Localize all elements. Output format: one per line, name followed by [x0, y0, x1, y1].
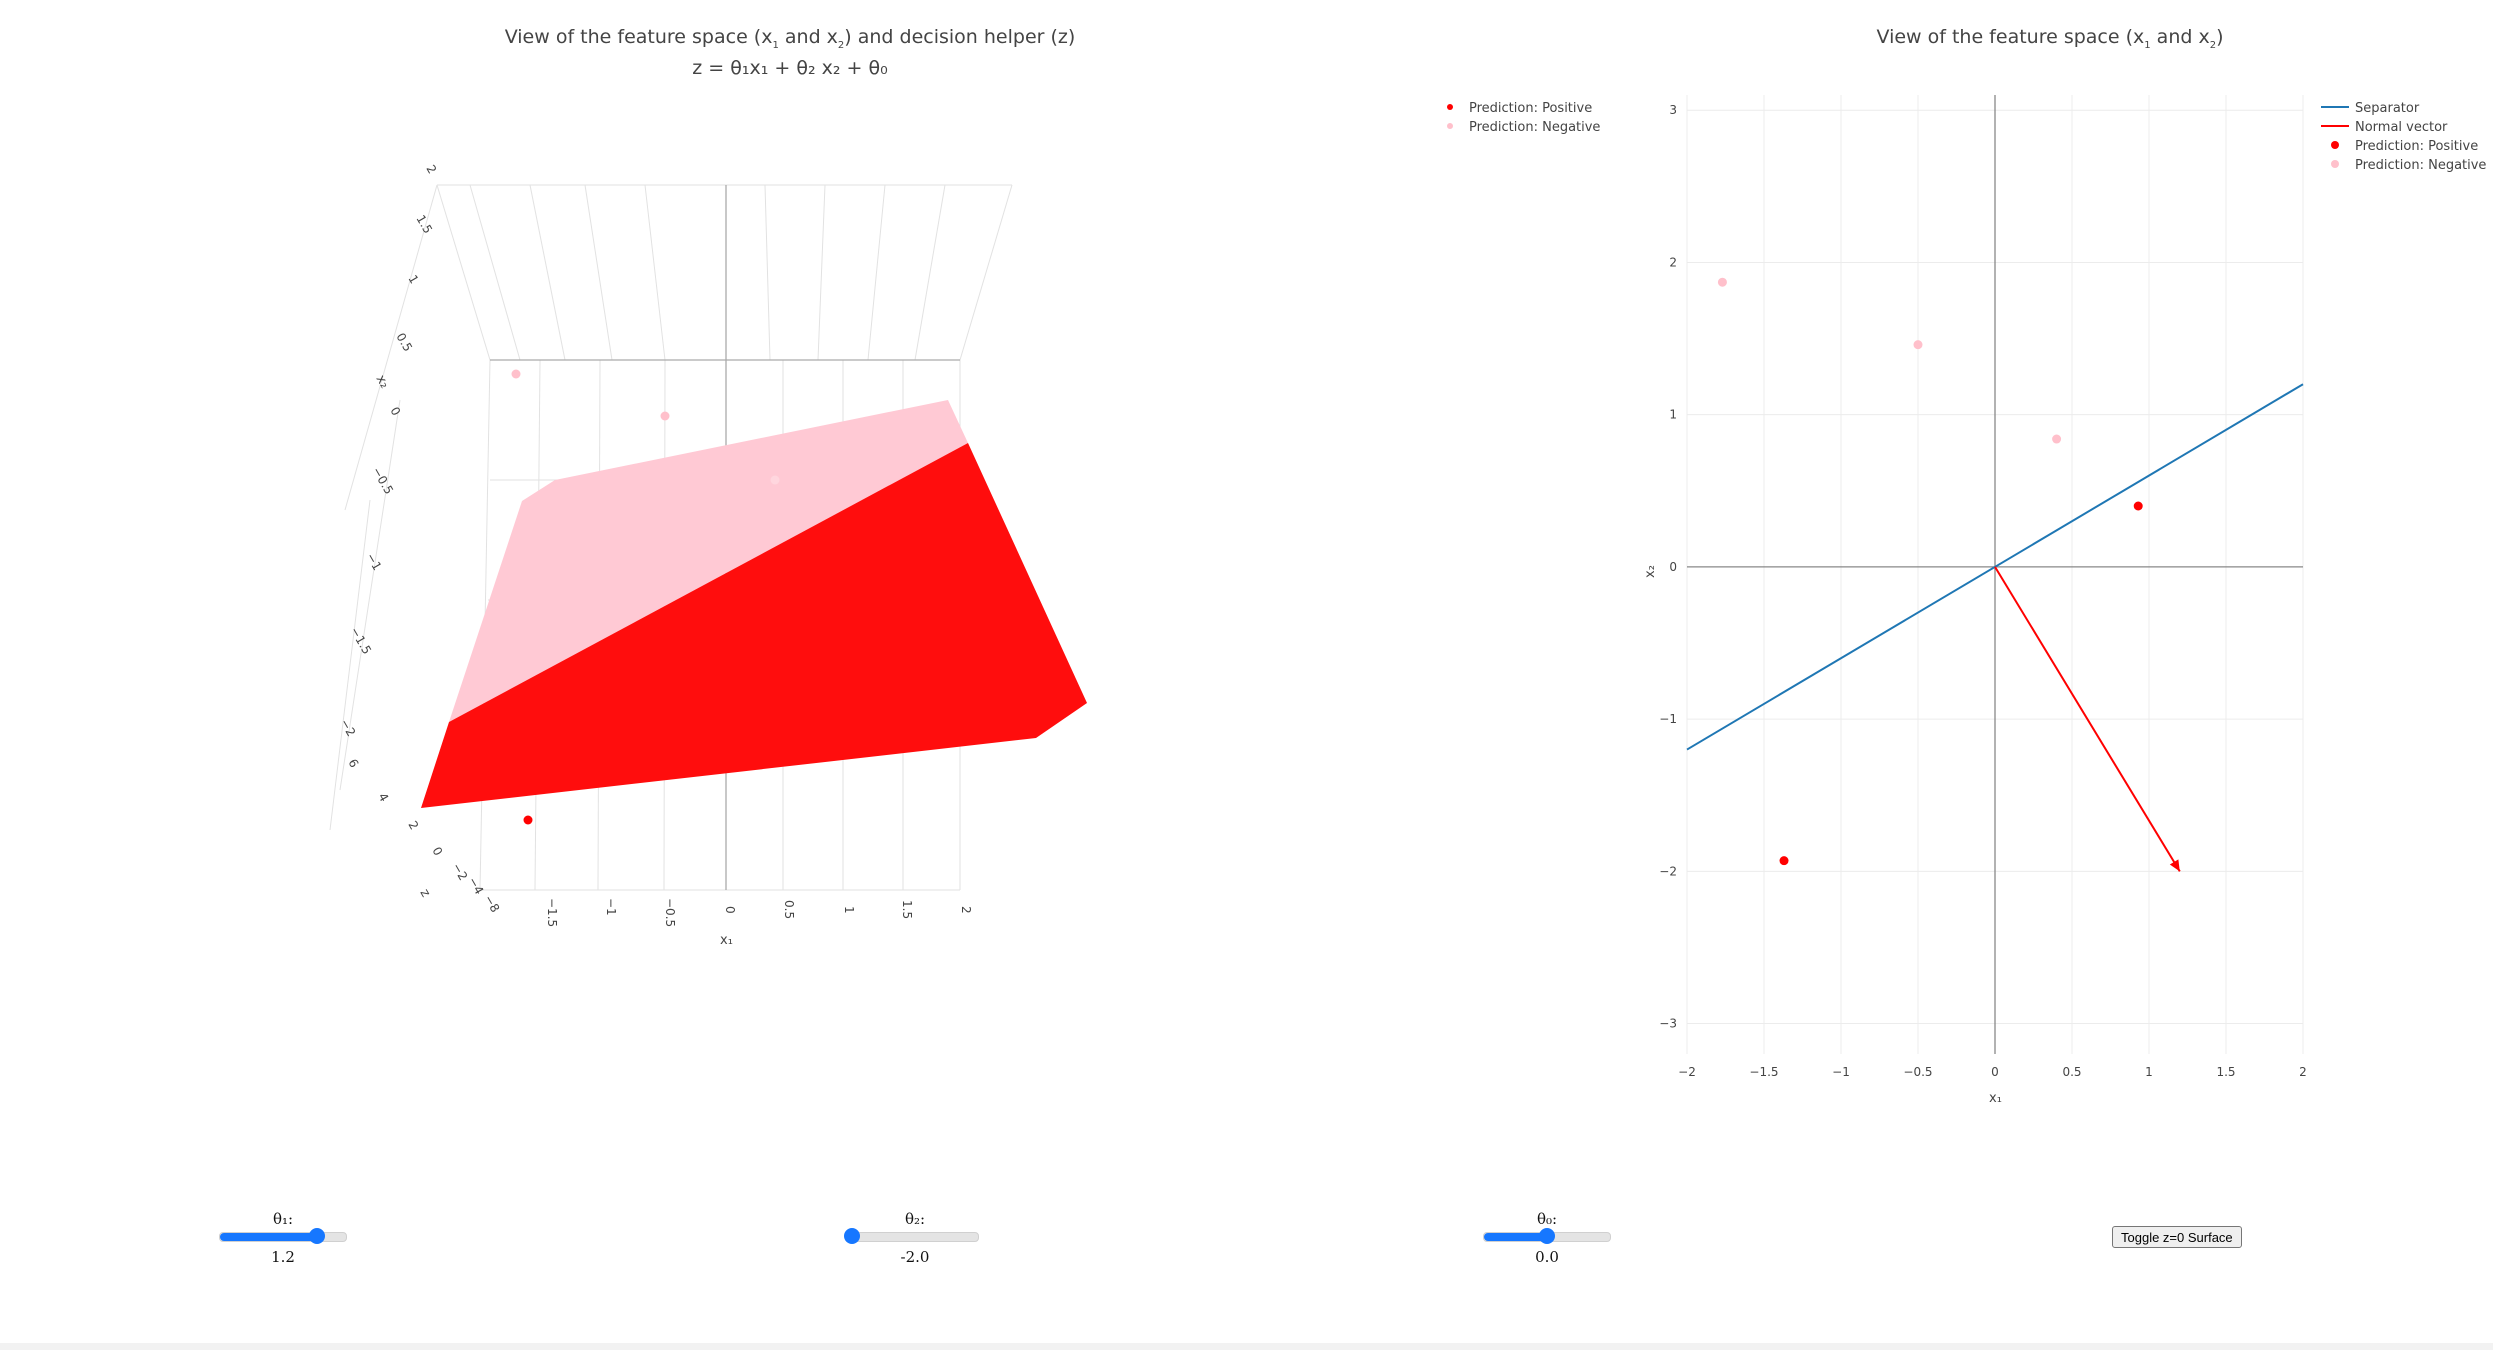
legend-normal-label: Normal vector [2355, 120, 2448, 135]
negative-surface [449, 400, 968, 722]
negative-point [2052, 434, 2062, 444]
legend-positive-marker [1447, 104, 1453, 110]
x-tick-label: −0.5 [1903, 1065, 1932, 1079]
left-plot-title-line1: View of the feature space (x1 and x2) an… [504, 26, 1076, 51]
legend-separator-label: Separator [2355, 101, 2420, 116]
y-tick-label: 1 [1669, 408, 1677, 422]
negative-point [1717, 277, 1727, 287]
theta2-label: θ₂: [904, 1210, 926, 1228]
theta2-slider-thumb[interactable] [844, 1228, 860, 1244]
legend-positive-label: Prediction: Positive [2355, 139, 2478, 154]
left-legend[interactable]: Prediction: Positive Prediction: Negativ… [1447, 101, 1600, 135]
theta1-slider-thumb[interactable] [309, 1228, 326, 1244]
y-tick-label: −2 [1659, 864, 1677, 878]
2d-zero-axes [1687, 95, 2303, 1054]
theta2-slider[interactable] [844, 1228, 979, 1244]
3d-x-tick: 1.5 [900, 900, 914, 919]
y-tick-label: −3 [1659, 1017, 1677, 1031]
3d-negative-point[interactable] [770, 475, 780, 485]
3d-x-tick: −0.5 [663, 898, 677, 927]
theta2-control: θ₂: -2.0 [844, 1210, 985, 1266]
negative-point [1913, 340, 1923, 350]
3d-positive-point[interactable] [523, 815, 533, 825]
3d-x-tick: −1.5 [545, 898, 559, 927]
legend-positive-label: Prediction: Positive [1469, 101, 1592, 116]
left-3d-plot[interactable]: −1.5 −1 −0.5 0 0.5 1 1.5 2 x₁ 2 1.5 1 0.… [0, 0, 1660, 1000]
y-tick-label: 3 [1669, 103, 1677, 117]
2d-ticks: −2 −1.5 −1 −0.5 0 0.5 1 1.5 2 −3 −2 −1 0 1 2 3 [1659, 103, 2307, 1079]
legend-positive-marker [2331, 141, 2339, 149]
bottom-bar [0, 1343, 2493, 1350]
x-tick-label: 2 [2299, 1065, 2307, 1079]
x-tick-label: 1.5 [2216, 1065, 2235, 1079]
positive-point [1779, 856, 1789, 866]
y-tick-label: 2 [1669, 255, 1677, 269]
3d-negative-point[interactable] [511, 369, 521, 379]
x-tick-label: −2 [1678, 1065, 1696, 1079]
3d-x-tick: −1 [604, 898, 618, 916]
legend-negative-marker [2331, 160, 2339, 168]
2d-y-axis-label: x₂ [1643, 565, 1658, 578]
left-plot-title-line2: z = θ₁x₁ + θ₂ x₂ + θ₀ [692, 56, 888, 79]
left-plot-title: View of the feature space (x1 and x2) an… [430, 26, 1150, 79]
theta0-value: 0.0 [1535, 1248, 1559, 1266]
theta1-slider[interactable] [219, 1228, 347, 1244]
3d-x-ticks: −1.5 −1 −0.5 0 0.5 1 1.5 2 [545, 898, 973, 927]
normal-vector-line [1994, 566, 2181, 872]
legend-negative-marker [1447, 123, 1453, 129]
3d-x-tick: 0 [723, 906, 737, 914]
2d-x-axis-label: x₁ [1989, 1091, 2002, 1106]
legend-negative-label: Prediction: Negative [2355, 158, 2486, 173]
x-tick-label: −1 [1832, 1065, 1850, 1079]
theta2-value: -2.0 [900, 1248, 930, 1266]
positive-surface [421, 443, 1087, 808]
x-tick-label: 1 [2145, 1065, 2153, 1079]
theta1-control: θ₁: 1.2 [213, 1210, 353, 1266]
x-tick-label: 0.5 [2062, 1065, 2081, 1079]
3d-x-tick: 1 [842, 906, 856, 914]
theta1-slider-fill [220, 1233, 318, 1241]
theta1-label: θ₁: [272, 1210, 294, 1228]
theta0-slider[interactable] [1483, 1228, 1611, 1244]
3d-x-tick: 0.5 [782, 900, 796, 919]
2d-lines [1686, 383, 2304, 872]
3d-x-tick: 2 [959, 906, 973, 914]
positive-point [2133, 501, 2143, 511]
theta1-value: 1.2 [271, 1248, 295, 1266]
theta0-slider-fill [1484, 1233, 1547, 1241]
y-tick-label: 0 [1669, 560, 1677, 574]
legend-negative-label: Prediction: Negative [1469, 120, 1600, 135]
3d-x-axis-label: x₁ [720, 933, 733, 948]
toggle-surface-button[interactable]: Toggle z=0 Surface [2112, 1226, 2242, 1248]
y-tick-label: −1 [1659, 712, 1677, 726]
x-tick-label: 0 [1991, 1065, 1999, 1079]
right-plot-title: View of the feature space (x1 and x2) [1876, 26, 2224, 51]
theta0-control: θ₀: 0.0 [1477, 1210, 1617, 1266]
x-tick-label: −1.5 [1749, 1065, 1778, 1079]
2d-points [1717, 277, 2143, 866]
theta0-slider-thumb[interactable] [1539, 1228, 1555, 1244]
normal-vector-arrowhead [2169, 859, 2180, 872]
right-legend[interactable]: Separator Normal vector Prediction: Posi… [2321, 101, 2486, 173]
theta0-label: θ₀: [1536, 1210, 1558, 1228]
3d-negative-point[interactable] [660, 411, 670, 421]
